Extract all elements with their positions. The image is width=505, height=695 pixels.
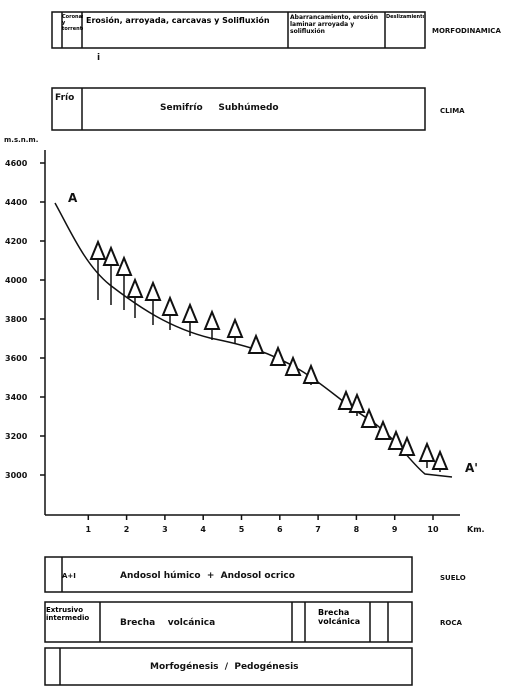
cell-text: Frío [55, 93, 74, 103]
tree [181, 302, 199, 323]
y-tick-label: 3600 [5, 354, 28, 363]
tree [102, 245, 120, 266]
y-tick-label: 4600 [5, 159, 28, 168]
tree [226, 317, 244, 338]
tree [161, 295, 179, 316]
suelo-box [44, 556, 413, 593]
y-tick-label: 3000 [5, 471, 28, 480]
x-tick-label: 3 [162, 525, 168, 534]
cell-text: Extrusivo intermedio [46, 606, 90, 622]
row-label: CLIMA [440, 107, 465, 115]
y-tick-label: 3400 [5, 393, 28, 402]
note: i [97, 53, 100, 63]
tree [398, 435, 416, 456]
cell-text: Deslizamientos [386, 14, 424, 20]
tree [269, 345, 287, 366]
proceso-box [44, 647, 413, 686]
tree [284, 355, 302, 376]
cell: Extrusivo intermedio [46, 606, 90, 622]
tree [348, 392, 366, 413]
x-tick-label: 5 [239, 525, 245, 534]
cell-text: Brecha volcánica [120, 618, 215, 628]
x-axis-label: Km. [467, 525, 485, 534]
cell: Abarrancamiento, erosión laminar arroyad… [290, 14, 379, 35]
row-label: ROCA [440, 619, 462, 627]
vegetation [89, 239, 449, 472]
x-tick-label: 9 [392, 525, 398, 534]
cell: Erosión, arroyada, carcavas y Solifluxió… [86, 16, 270, 25]
tree [144, 280, 162, 301]
y-tick-label: 4400 [5, 198, 28, 207]
tree [247, 333, 265, 354]
tree [115, 255, 133, 276]
tree [337, 389, 355, 410]
point-label: A' [465, 461, 478, 475]
cell-text: Morfogénesis / Pedogénesis [150, 661, 299, 672]
x-tick-label: 7 [315, 525, 321, 534]
tree [418, 441, 436, 462]
cell-text: Coronas y torrentes [62, 14, 83, 32]
cell-text: A+I [62, 572, 76, 580]
tree [203, 309, 221, 330]
cell-text: Brecha volcánica [318, 608, 361, 626]
cell: Brecha volcánica [318, 608, 361, 626]
x-tick-label: 2 [124, 525, 130, 534]
y-tick-label: 3200 [5, 432, 28, 441]
row-label: SUELO [440, 574, 466, 582]
cell-text: Semifrío Subhúmedo [160, 103, 279, 113]
tree [374, 419, 392, 440]
y-tick-label: 4000 [5, 276, 28, 285]
cell: Coronas y torrentes [62, 14, 83, 32]
x-tick-label: 8 [354, 525, 360, 534]
y-axis-label: m.s.n.m. [4, 136, 38, 144]
tree [360, 407, 378, 428]
cell-text: Andosol húmico + Andosol ocrico [120, 571, 295, 581]
tree [89, 239, 107, 260]
tree [126, 277, 144, 298]
roca-box [44, 601, 413, 643]
x-tick-label: 4 [200, 525, 206, 534]
x-tick-label: 6 [277, 525, 283, 534]
tree [387, 429, 405, 450]
x-tick-label: 10 [427, 525, 439, 534]
row-label: MORFODINAMICA [432, 27, 501, 35]
x-tick-label: 1 [86, 525, 92, 534]
cell: Deslizamientos [386, 14, 424, 20]
point-label: A [68, 191, 78, 205]
cell-text: Abarrancamiento, erosión laminar arroyad… [290, 14, 379, 35]
tree [431, 449, 449, 470]
tree [302, 363, 320, 384]
cell-text: Erosión, arroyada, carcavas y Solifluxió… [86, 16, 270, 25]
y-tick-label: 3800 [5, 315, 28, 324]
y-tick-label: 4200 [5, 237, 28, 246]
clima-box [51, 87, 426, 131]
morfo-box [51, 11, 426, 49]
